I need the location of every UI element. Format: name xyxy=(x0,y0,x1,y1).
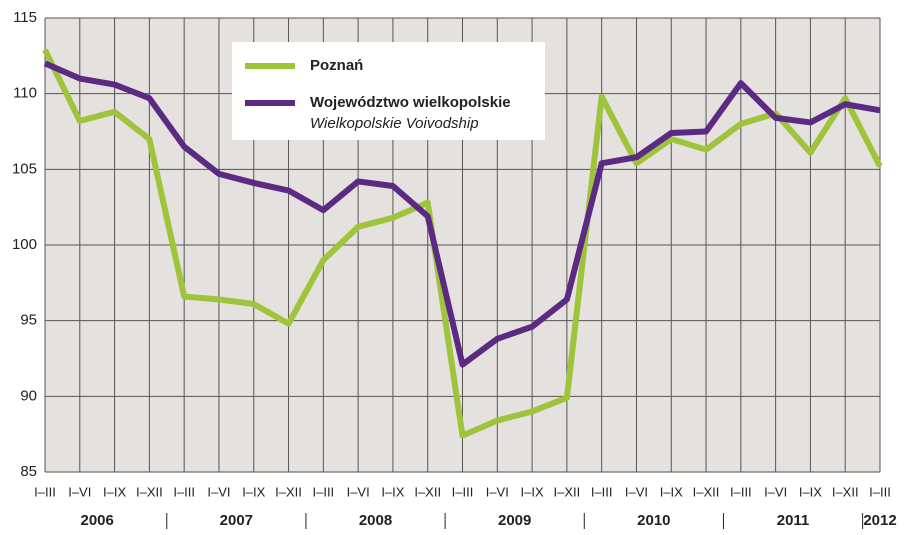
x-tick-label: I–XII xyxy=(275,484,302,499)
y-tick-label: 100 xyxy=(12,236,37,253)
x-tick-label: I–VI xyxy=(486,484,509,499)
x-tick-label: I–IX xyxy=(660,484,683,499)
x-tick-label: I–XII xyxy=(693,484,720,499)
x-tick-label: I–VI xyxy=(625,484,648,499)
series-line xyxy=(42,48,883,439)
y-tick-label: 90 xyxy=(20,387,37,404)
x-tick-label: I–III xyxy=(869,484,891,499)
x-tick-label: I–XII xyxy=(136,484,163,499)
lines xyxy=(42,48,883,439)
x-tick-label: I–IX xyxy=(799,484,822,499)
year-label: 2011 xyxy=(777,512,810,529)
year-label: 2009 xyxy=(498,512,531,529)
x-tick-label: I–IX xyxy=(103,484,126,499)
grid xyxy=(44,17,881,473)
x-tick-label: I–IX xyxy=(521,484,544,499)
x-tick-label: I–III xyxy=(34,484,56,499)
year-label: 2010 xyxy=(637,512,670,529)
y-tick-label: 115 xyxy=(13,9,37,26)
year-label: 2012 xyxy=(863,512,896,529)
x-tick-label: I–III xyxy=(452,484,474,499)
year-label: 2007 xyxy=(220,512,253,529)
legend-label-en: Wielkopolskie Voivodship xyxy=(310,115,479,132)
x-tick-label: I–III xyxy=(173,484,195,499)
x-tick-label: I–VI xyxy=(207,484,230,499)
x-tick-label: I–XII xyxy=(414,484,441,499)
axis-labels: 85 90 95 100 105 110 115 I–III I–VI I–IX I–XII I–II… xyxy=(12,9,897,529)
x-tick-label: I–III xyxy=(730,484,752,499)
y-tick-label: 110 xyxy=(13,85,37,102)
x-tick-label: I–VI xyxy=(764,484,787,499)
x-tick-label: I–III xyxy=(591,484,613,499)
year-label: 2006 xyxy=(81,512,114,529)
series-line xyxy=(43,60,881,368)
x-tick-label: I–VI xyxy=(68,484,91,499)
y-tick-label: 105 xyxy=(12,160,37,177)
legend-label: Województwo wielkopolskie xyxy=(310,94,511,111)
year-label: 2008 xyxy=(359,512,392,529)
x-tick-label: I–XII xyxy=(832,484,859,499)
y-tick-label: 95 xyxy=(20,312,37,329)
x-tick-label: I–IX xyxy=(242,484,265,499)
x-tick-label: I–III xyxy=(312,484,334,499)
legend xyxy=(232,42,545,140)
y-tick-label: 85 xyxy=(20,463,37,480)
x-tick-label: I–XII xyxy=(554,484,581,499)
x-tick-label: I–IX xyxy=(381,484,404,499)
legend-items: Poznań Województwo wielkopolskie Wielkopol… xyxy=(245,57,511,132)
legend-label: Poznań xyxy=(310,57,363,74)
x-tick-label: I–VI xyxy=(347,484,370,499)
